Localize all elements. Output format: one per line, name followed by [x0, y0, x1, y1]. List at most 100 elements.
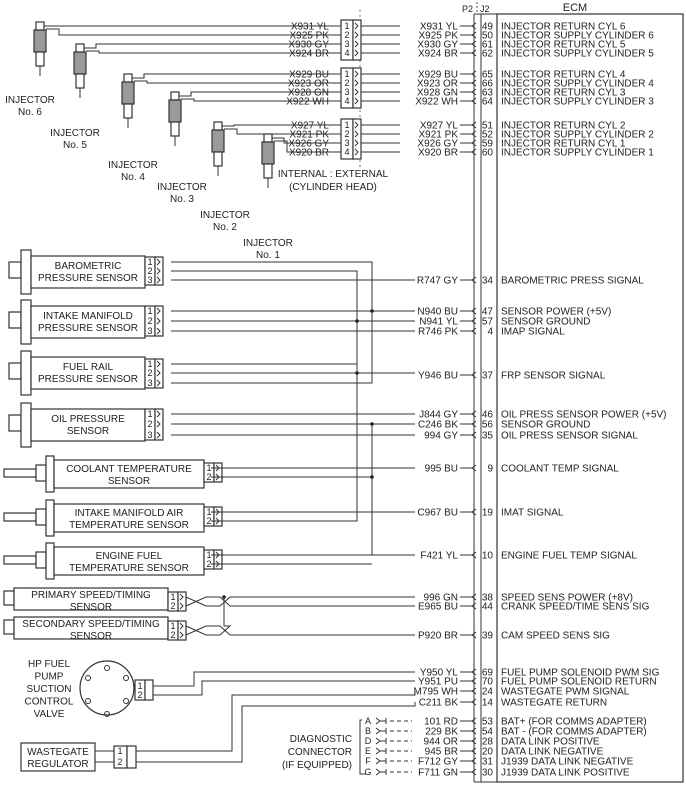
valve-label: VALVE: [34, 709, 65, 720]
splice-dot: [370, 309, 374, 313]
bolt-hole-icon: [123, 698, 129, 704]
pin-number: 50: [482, 31, 494, 42]
ecm-pin-row: F421 YL 10 ENGINE FUEL TEMP SIGNAL: [420, 551, 637, 562]
sensor-port: [8, 414, 22, 432]
injector-number: No. 5: [63, 140, 87, 151]
injector-number: No. 6: [18, 107, 42, 118]
sensor-body: [30, 356, 146, 390]
wire-label: 994 GY: [424, 431, 458, 442]
pin-arrow-icon: [375, 717, 381, 725]
wire-label: 229 BK: [425, 727, 458, 738]
pin-number: 3: [147, 275, 152, 285]
wire-label: X922 WH: [286, 97, 329, 108]
sensor-flange: [45, 455, 55, 493]
pin-function-label: SPEED SENS POWER (+8V): [501, 593, 633, 604]
pin-arrow-icon: [354, 40, 359, 48]
pin-number: 2: [206, 516, 211, 526]
pin-function-label: CAM SPEED SENS SIG: [501, 631, 610, 642]
pin-number: 2: [137, 690, 142, 700]
pin-function-label: FRP SENSOR SIGNAL: [501, 371, 606, 382]
pin-number: 31: [482, 757, 494, 768]
bolt-hole-icon: [123, 675, 129, 681]
ecm-pin-row: F711 GN 30 J1939 DATA LINK POSITIVE: [418, 768, 630, 779]
pin-number: 4: [344, 147, 349, 157]
pin-arrow-icon: [156, 276, 161, 284]
ecm-pin-row: X924 BR 62 INJECTOR SUPPLY CYLINDER 5: [418, 49, 654, 60]
wire: [181, 91, 330, 97]
wire-label: N940 BU: [417, 307, 458, 318]
injector-top: [263, 133, 273, 143]
pin-number: 62: [482, 49, 494, 60]
pin-arrow-icon: [354, 70, 359, 78]
pin-arrow-icon: [471, 602, 477, 610]
pin-function-label: INJECTOR SUPPLY CYLINDER 6: [501, 31, 654, 42]
pin-arrow-icon: [471, 677, 477, 685]
pin-number: 2: [344, 78, 349, 88]
ecm-pin-row: N940 BU 47 SENSOR POWER (+5V): [417, 307, 611, 318]
pin-function-label: COOLANT TEMP SIGNAL: [501, 464, 619, 475]
pin-arrow-icon: [375, 727, 381, 735]
pin-function-label: ENGINE FUEL TEMP SIGNAL: [501, 551, 637, 562]
pin-arrow-icon: [471, 317, 477, 325]
sensor-name: TEMPERATURE SENSOR: [69, 563, 189, 574]
pin-number: 24: [482, 687, 494, 698]
ecm-pin-row: P920 BR 39 CAM SPEED SENS SIG: [418, 631, 610, 642]
pin-function-label: OIL PRESS SENSOR SIGNAL: [501, 431, 638, 442]
pin-number: 1: [170, 592, 175, 602]
wire-label: 101 RD: [424, 717, 458, 728]
wire-label: R747 GY: [417, 276, 458, 287]
valve-label: HP FUEL: [28, 659, 70, 670]
sensor-port: [3, 619, 15, 635]
wastegate-body: [20, 742, 96, 772]
pin-number: 53: [482, 717, 494, 728]
pin-arrow-icon: [156, 369, 161, 377]
pin-number: 2: [147, 266, 152, 276]
sensor-name: ENGINE FUEL: [96, 551, 163, 562]
pin-number: 1: [206, 550, 211, 560]
pin-arrow-icon: [354, 49, 359, 57]
pin-number: 2: [117, 757, 122, 767]
ecm-pin-row: Y946 BU 37 FRP SENSOR SIGNAL: [418, 371, 606, 382]
pin-arrow-icon: [471, 508, 477, 516]
pin-arrow-icon: [471, 49, 477, 57]
ecm-pin-row: R747 GY 34 BAROMETRIC PRESS SIGNAL: [417, 276, 644, 287]
pin-number: 63: [482, 88, 494, 99]
sensor-name: INTAKE MANIFOLD AIR: [75, 508, 184, 519]
wire-label: X930 GY: [288, 40, 329, 51]
ecm-pin-row: Y951 PU 70 FUEL PUMP SOLENOID RETURN: [418, 677, 657, 688]
diagnostic-label: DIAGNOSTIC: [290, 734, 352, 745]
pin-arrow-icon: [471, 307, 477, 315]
injector-nozzle: [123, 103, 133, 119]
connector-shell: [126, 745, 137, 769]
pin-number: 1: [344, 120, 349, 130]
wire-label: X924 BR: [418, 49, 458, 60]
ecm-pin-row: 995 BU 9 COOLANT TEMP SIGNAL: [425, 464, 620, 475]
pin-number: 3: [344, 138, 349, 148]
pin-function-label: FUEL PUMP SOLENOID RETURN: [501, 677, 657, 688]
wire-label: X927 YL: [420, 121, 459, 132]
ecm-pin-row: 101 RD 53 BAT+ (FOR COMMS ADAPTER): [424, 717, 647, 728]
pin-function-label: SENSOR GROUND: [501, 317, 590, 328]
pin-number: 66: [482, 79, 494, 90]
injector-label: INJECTOR: [5, 95, 55, 106]
sensor-name: PRESSURE SENSOR: [38, 273, 138, 284]
connector-shell: [154, 256, 164, 286]
pin-arrow-icon: [375, 757, 381, 765]
wire-label: X928 GN: [288, 88, 329, 99]
pin-number: 1: [344, 21, 349, 31]
pin-number: 60: [482, 148, 494, 159]
pin-number: 46: [482, 410, 494, 421]
actuators-and-diagnostic: HP FUELPUMPSUCTIONCONTROLVALVE12WASTEGAT…: [20, 659, 416, 777]
sensor-name: SECONDARY SPEED/TIMING: [22, 619, 160, 630]
sensor-name: INTAKE MANIFOLD: [43, 311, 133, 322]
wire-label: C211 BK: [419, 698, 459, 709]
wire: [46, 28, 330, 36]
connector-shell: [352, 118, 362, 160]
wire-label: 995 BU: [425, 464, 458, 475]
pin-arrow-icon: [354, 130, 359, 138]
pin-number: 14: [482, 698, 494, 709]
